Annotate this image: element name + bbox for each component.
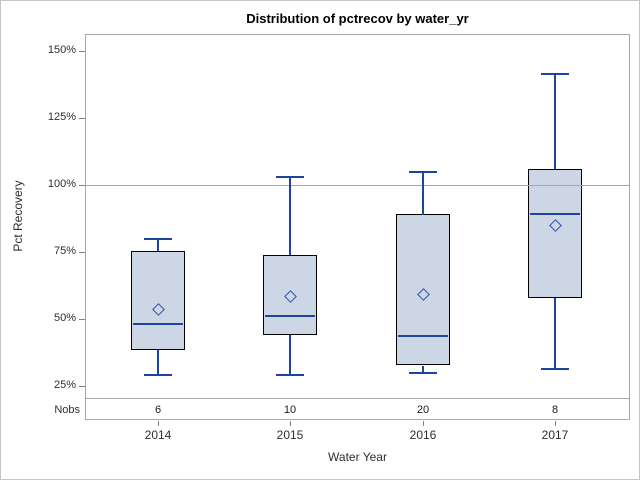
- iqr-box: [396, 214, 450, 365]
- x-tick-mark: [423, 421, 424, 426]
- iqr-box: [263, 255, 317, 335]
- nobs-value: 20: [416, 404, 430, 416]
- reference-line-100pct: [86, 185, 629, 186]
- y-tick-label: 50%: [53, 312, 76, 324]
- median-line: [133, 323, 183, 325]
- upper-whisker-stem: [554, 74, 556, 169]
- x-tick-label-year: 2016: [409, 428, 437, 442]
- lower-whisker-cap: [144, 374, 172, 376]
- y-tick-mark: [79, 51, 85, 52]
- upper-whisker-cap: [541, 73, 569, 75]
- x-axis-title: Water Year: [328, 450, 387, 464]
- nobs-row-label: Nobs: [54, 404, 80, 416]
- nobs-value: 6: [154, 404, 162, 416]
- y-tick-mark: [79, 319, 85, 320]
- lower-whisker-stem: [157, 350, 159, 375]
- y-tick-label: 150%: [47, 44, 76, 56]
- x-tick-label-year: 2015: [276, 428, 304, 442]
- lower-whisker-stem: [422, 366, 424, 373]
- lower-whisker-stem: [289, 335, 291, 375]
- upper-whisker-stem: [289, 177, 291, 255]
- upper-whisker-cap: [144, 238, 172, 240]
- lower-whisker-cap: [409, 372, 437, 374]
- y-tick-mark: [79, 118, 85, 119]
- y-tick-mark: [79, 252, 85, 253]
- y-tick-mark: [79, 185, 85, 186]
- iqr-box: [131, 251, 185, 350]
- median-line: [530, 213, 580, 215]
- x-tick-mark: [555, 421, 556, 426]
- median-line: [265, 315, 315, 317]
- x-tick-label-year: 2014: [144, 428, 172, 442]
- nobs-value: 8: [551, 404, 559, 416]
- upper-whisker-cap: [276, 176, 304, 178]
- y-tick-mark: [79, 386, 85, 387]
- y-tick-label: 100%: [47, 178, 76, 190]
- lower-whisker-cap: [541, 368, 569, 370]
- lower-whisker-stem: [554, 298, 556, 369]
- upper-whisker-stem: [157, 239, 159, 251]
- y-tick-label: 25%: [53, 379, 76, 391]
- nobs-value: 10: [283, 404, 297, 416]
- upper-whisker-stem: [422, 172, 424, 215]
- nobs-divider-line: [85, 398, 630, 399]
- y-tick-label: 75%: [53, 245, 76, 257]
- chart-title: Distribution of pctrecov by water_yr: [246, 11, 469, 26]
- upper-whisker-cap: [409, 171, 437, 173]
- x-tick-mark: [158, 421, 159, 426]
- iqr-box: [528, 169, 582, 298]
- y-tick-label: 125%: [47, 111, 76, 123]
- x-tick-mark: [290, 421, 291, 426]
- x-tick-label-year: 2017: [541, 428, 569, 442]
- median-line: [398, 335, 448, 337]
- plot-frame: [85, 34, 630, 420]
- lower-whisker-cap: [276, 374, 304, 376]
